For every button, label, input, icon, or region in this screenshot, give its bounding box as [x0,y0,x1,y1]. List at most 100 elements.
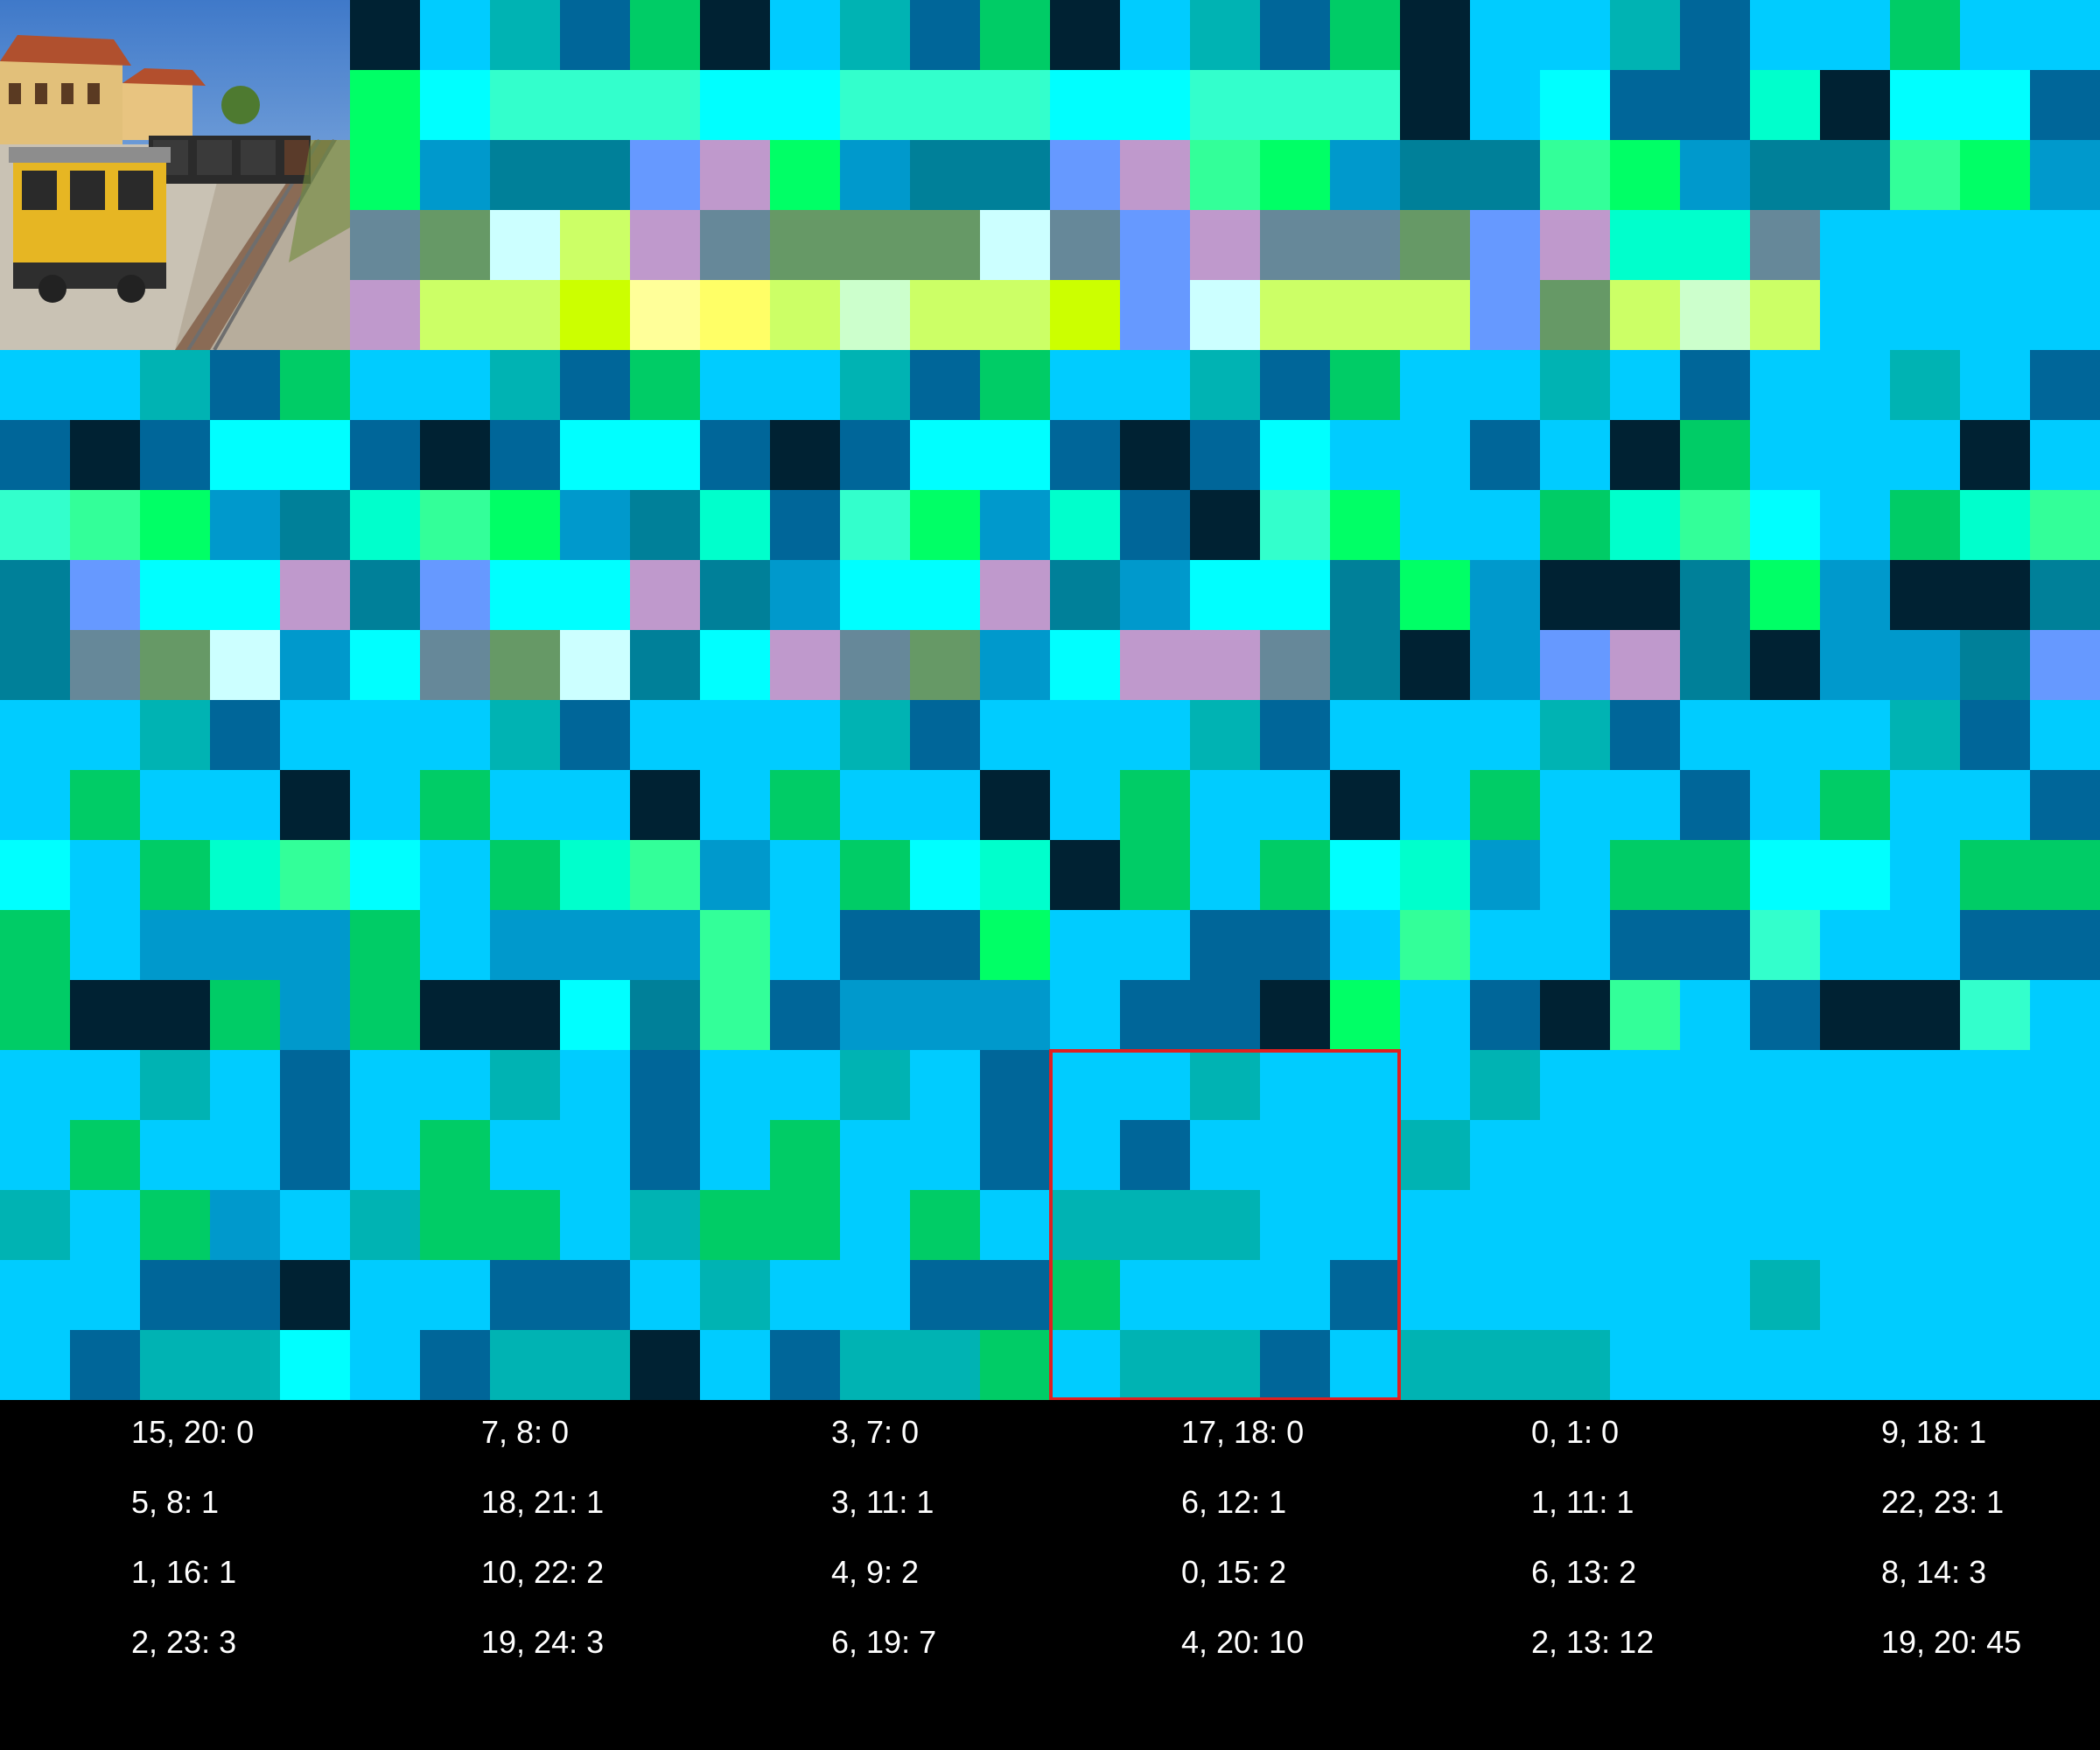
grid-cell [1400,70,1470,140]
grid-cell [1400,420,1470,490]
grid-cell [0,1260,70,1330]
grid-cell [280,1050,350,1120]
grid-cell [1190,280,1260,350]
grid-cell [840,1120,910,1190]
grid-cell [2030,280,2100,350]
grid-cell [140,1330,210,1400]
grid-cell [840,1050,910,1120]
grid-cell [70,1120,140,1190]
grid-cell [1190,70,1260,140]
grid-cell [560,1190,630,1260]
grid-cell [70,1260,140,1330]
grid-cell [1120,70,1190,140]
grid-cell [910,210,980,280]
grid-cell [1330,210,1400,280]
grid-cell [630,280,700,350]
grid-cell [1610,1120,1680,1190]
grid-cell [1260,420,1330,490]
grid-cell [1890,280,1960,350]
grid-cell [1610,1050,1680,1120]
grid-cell [280,630,350,700]
grid-cell [1820,280,1890,350]
legend-item: 5, 8: 1 [131,1484,220,1520]
grid-cell [140,490,210,560]
grid-cell [70,910,140,980]
grid-cell [1610,1190,1680,1260]
grid-cell [210,1260,280,1330]
grid-cell [2030,140,2100,210]
grid-cell [70,350,140,420]
grid-cell [420,630,490,700]
grid-cell [980,1120,1050,1190]
grid-cell [280,1330,350,1400]
grid-cell [1750,1120,1820,1190]
grid-cell [210,1120,280,1190]
grid-cell [1960,1330,2030,1400]
grid-cell [630,1050,700,1120]
grid-cell [560,770,630,840]
grid-cell [1960,1190,2030,1260]
grid-cell [1120,490,1190,560]
grid-cell [1330,840,1400,910]
grid-cell [1330,630,1400,700]
grid-cell [1610,210,1680,280]
legend-item: 1, 11: 1 [1531,1484,1634,1520]
grid-cell [700,630,770,700]
grid-cell [140,770,210,840]
grid-cell [1610,630,1680,700]
grid-cell [490,1120,560,1190]
grid-cell [910,1050,980,1120]
grid-cell [1540,630,1610,700]
grid-cell [1680,630,1750,700]
grid-cell [0,420,70,490]
grid-cell [980,560,1050,630]
grid-cell [1190,1190,1260,1260]
grid-cell [1400,140,1470,210]
grid-cell [2030,350,2100,420]
grid-cell [1260,1050,1330,1120]
grid-cell [1330,1190,1400,1260]
grid-cell [1960,1050,2030,1120]
grid-cell [1400,770,1470,840]
grid-cell [1750,910,1820,980]
grid-cell [210,980,280,1050]
grid-cell [350,350,420,420]
grid-cell [70,630,140,700]
grid-cell [700,350,770,420]
grid-cell [560,70,630,140]
grid-cell [1190,770,1260,840]
grid-cell [1610,490,1680,560]
grid-cell [0,560,70,630]
grid-cell [2030,1260,2100,1330]
grid-cell [770,1330,840,1400]
grid-cell [1680,1330,1750,1400]
grid-cell [490,1050,560,1120]
grid-cell [1470,490,1540,560]
grid-cell [1890,910,1960,980]
grid-cell [280,560,350,630]
grid-cell [1960,140,2030,210]
grid-cell [350,280,420,350]
grid-cell [1540,560,1610,630]
grid-cell [1820,1190,1890,1260]
grid-cell [1260,630,1330,700]
grid-cell [1470,560,1540,630]
grid-cell [910,70,980,140]
grid-cell [630,560,700,630]
grid-cell [1960,700,2030,770]
grid-cell [1470,700,1540,770]
grid-cell [1890,140,1960,210]
grid-cell [1260,140,1330,210]
grid-cell [1750,490,1820,560]
grid-cell [1050,140,1120,210]
grid-cell [1190,210,1260,280]
grid-cell [1120,350,1190,420]
grid-cell [1470,1050,1540,1120]
grid-cell [1960,770,2030,840]
grid-cell [0,1190,70,1260]
grid-cell [700,420,770,490]
grid-cell [1960,350,2030,420]
grid-cell [70,490,140,560]
grid-cell [1960,490,2030,560]
grid-cell [1330,0,1400,70]
